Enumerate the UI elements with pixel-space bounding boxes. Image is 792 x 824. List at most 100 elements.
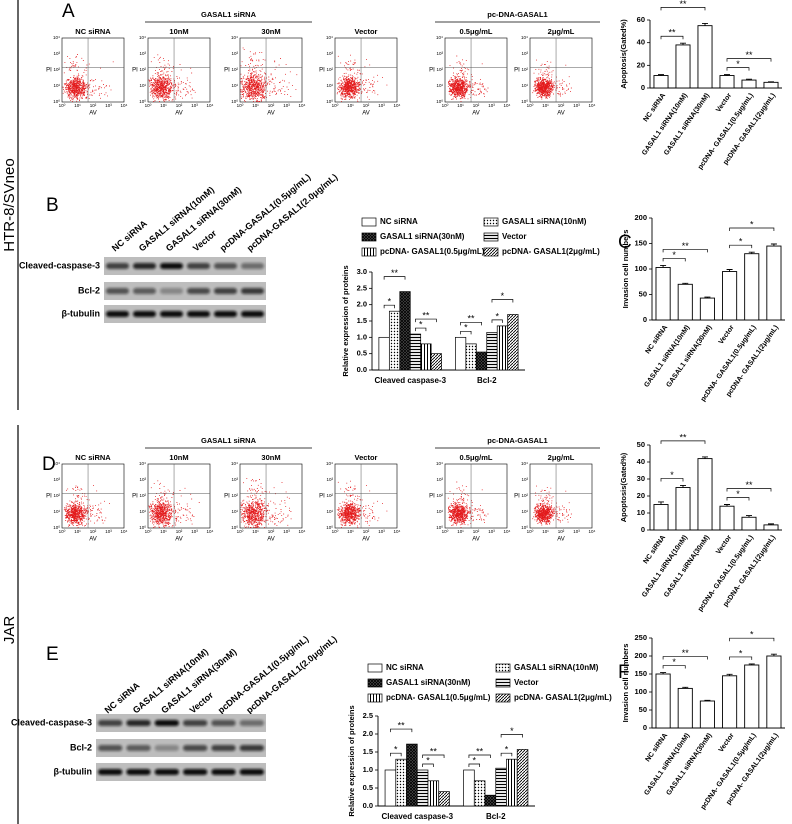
error-bar bbox=[680, 485, 686, 488]
flow-tick: 10⁰ bbox=[139, 99, 146, 104]
significance-bracket bbox=[662, 249, 708, 253]
flow-tick: 10³ bbox=[378, 103, 385, 108]
blot-band bbox=[126, 745, 151, 751]
bar bbox=[516, 749, 529, 807]
flow-tick: 10² bbox=[558, 103, 565, 108]
flow-tick: 10⁰ bbox=[332, 529, 339, 534]
legend-swatch bbox=[495, 693, 511, 703]
significance-label: ** bbox=[476, 746, 484, 756]
y-tick-label: 150 bbox=[634, 669, 647, 678]
flow-tick: 10⁰ bbox=[521, 525, 528, 530]
flow-tick: 10⁴ bbox=[231, 35, 238, 40]
blot-band bbox=[133, 311, 156, 317]
flow-tick: 10¹ bbox=[542, 529, 549, 534]
flow-tick: 10⁰ bbox=[145, 529, 152, 534]
flow-dots bbox=[62, 54, 114, 102]
significance-bracket bbox=[460, 330, 472, 335]
flow-plot bbox=[239, 463, 303, 529]
y-axis-label: Relative expression of proteins bbox=[341, 265, 350, 376]
flow-tick: 10⁰ bbox=[237, 529, 244, 534]
protein-label: Bcl-2 bbox=[70, 742, 92, 752]
blot-band bbox=[241, 288, 264, 294]
bar bbox=[475, 351, 488, 371]
flow-ylabel: PI bbox=[319, 68, 325, 74]
bar bbox=[697, 25, 713, 89]
flow-tick: 10⁰ bbox=[59, 529, 66, 534]
bar bbox=[465, 343, 477, 371]
flow-tick: 10¹ bbox=[436, 83, 443, 88]
bar bbox=[766, 655, 782, 729]
flow-tick: 10¹ bbox=[160, 529, 167, 534]
flow-tick: 10³ bbox=[283, 103, 290, 108]
flow-tick: 10³ bbox=[326, 51, 333, 56]
significance-label: * bbox=[464, 323, 468, 333]
flow-tick: 10³ bbox=[521, 477, 528, 482]
sample-label: 2μg/mL bbox=[548, 453, 575, 462]
flow-dots bbox=[63, 484, 110, 528]
legend-label: NC siRNA bbox=[380, 217, 418, 226]
bar bbox=[653, 504, 669, 531]
flow-tick: 10⁰ bbox=[53, 525, 60, 530]
blot-band bbox=[239, 745, 264, 751]
group-header: pc-DNA-GASAL1 bbox=[487, 10, 547, 19]
significance-label: ** bbox=[422, 310, 430, 320]
flow-tick: 10¹ bbox=[160, 103, 167, 108]
significance-label: * bbox=[736, 489, 740, 499]
error-bar bbox=[748, 663, 755, 665]
error-bar bbox=[748, 251, 755, 254]
x-tick-label: Vector bbox=[715, 534, 733, 556]
flow-tick: 10¹ bbox=[74, 529, 81, 534]
flow-ylabel: PI bbox=[132, 494, 138, 500]
legend-label: pcDNA- GASAL1(2μg/mL) bbox=[514, 693, 612, 702]
error-bar bbox=[682, 686, 689, 689]
blot-band bbox=[187, 263, 210, 269]
significance-label: ** bbox=[668, 28, 676, 38]
bar bbox=[655, 673, 671, 729]
bar bbox=[486, 332, 498, 371]
bar bbox=[722, 271, 738, 321]
error-bar bbox=[680, 42, 686, 45]
flow-tick: 10¹ bbox=[326, 509, 333, 514]
flow-plot bbox=[529, 463, 593, 529]
flow-tick: 10³ bbox=[488, 529, 495, 534]
sample-label: NC siRNA bbox=[75, 27, 111, 36]
flow-plot bbox=[529, 37, 593, 103]
bar bbox=[399, 291, 411, 371]
flow-tick: 10² bbox=[176, 103, 183, 108]
flow-tick: 10⁰ bbox=[237, 103, 244, 108]
error-bar bbox=[768, 523, 774, 525]
flow-tick: 10¹ bbox=[457, 529, 464, 534]
legend-swatch bbox=[367, 663, 383, 673]
flow-plot bbox=[334, 463, 398, 529]
bar bbox=[675, 487, 691, 531]
flow-tick: 10⁰ bbox=[436, 525, 443, 530]
flow-plot bbox=[444, 463, 508, 529]
legend-label: GASAL1 siRNA(30nM) bbox=[386, 678, 471, 687]
significance-label: * bbox=[750, 219, 754, 229]
error-bar bbox=[770, 243, 777, 247]
flow-tick: 10⁴ bbox=[207, 103, 214, 108]
blot-strip bbox=[104, 305, 266, 323]
flow-tick: 10¹ bbox=[521, 83, 528, 88]
y-tick-label: 20 bbox=[637, 491, 645, 500]
significance-label: ** bbox=[682, 648, 690, 658]
flow-tick: 10⁰ bbox=[53, 99, 60, 104]
flow-ylabel: PI bbox=[319, 494, 325, 500]
panel-letter: D bbox=[42, 454, 56, 475]
panel-letter: F bbox=[618, 662, 630, 683]
significance-bracket bbox=[660, 7, 706, 11]
flow-tick: 10⁰ bbox=[527, 529, 534, 534]
lane-label: Vector bbox=[188, 690, 216, 716]
sample-label: 0.5μg/mL bbox=[460, 27, 493, 36]
sample-label: 30nM bbox=[261, 453, 280, 462]
flow-plot bbox=[444, 37, 508, 103]
bar bbox=[455, 336, 467, 371]
x-tick-label: GASAL1 siRNA(30nM) bbox=[663, 92, 711, 157]
significance-bracket bbox=[415, 327, 427, 332]
bar bbox=[427, 780, 440, 807]
blot-band bbox=[98, 745, 123, 751]
y-axis-label: Relative expression of proteins bbox=[347, 705, 356, 816]
bar bbox=[763, 81, 779, 89]
y-tick-label: 200 bbox=[634, 213, 647, 222]
flow-tick: 10² bbox=[90, 529, 97, 534]
